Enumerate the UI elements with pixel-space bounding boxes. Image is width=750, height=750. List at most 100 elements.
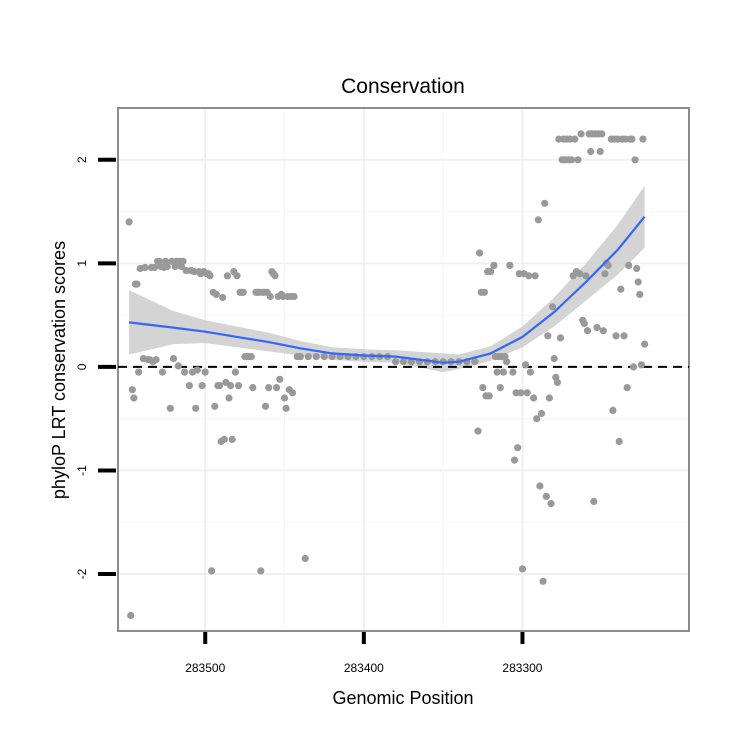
data-point (233, 272, 241, 280)
data-point (568, 156, 576, 164)
data-point (174, 362, 182, 370)
data-point (533, 415, 541, 423)
data-point (631, 156, 639, 164)
data-point (485, 392, 493, 400)
data-point (525, 272, 533, 280)
data-point (152, 356, 160, 364)
data-point (201, 368, 209, 376)
y-tick-label: -1 (75, 465, 89, 476)
data-point (304, 353, 312, 361)
data-point (328, 353, 336, 361)
data-point (239, 288, 247, 296)
data-point (125, 218, 133, 226)
data-point (208, 567, 216, 575)
x-tick-label: 283300 (502, 661, 542, 675)
data-point (576, 270, 584, 278)
data-point (227, 382, 235, 390)
data-point (312, 353, 320, 361)
data-point (476, 249, 484, 257)
chart-title: Conservation (341, 75, 465, 98)
data-point (596, 147, 604, 156)
data-point (288, 389, 297, 397)
y-tick-label: -2 (75, 568, 89, 579)
data-point (493, 368, 501, 376)
data-point (206, 272, 214, 280)
data-point (392, 358, 400, 366)
data-point (150, 263, 159, 272)
data-point (506, 261, 514, 269)
data-point (228, 435, 236, 443)
data-point (127, 611, 135, 620)
data-point (290, 292, 298, 301)
data-point (625, 261, 633, 269)
data-point (550, 355, 558, 363)
data-point (612, 332, 620, 340)
data-point (571, 135, 579, 143)
data-point (545, 394, 554, 402)
data-point (296, 353, 304, 361)
data-point (179, 257, 187, 265)
data-point (514, 444, 522, 452)
data-point (135, 368, 143, 376)
data-point (522, 361, 530, 369)
trend-line (128, 216, 646, 364)
data-point (399, 358, 408, 366)
data-point (480, 288, 488, 296)
data-point (534, 216, 542, 224)
data-point (587, 147, 595, 156)
data-point (225, 394, 233, 402)
data-point (539, 577, 547, 585)
data-point (185, 382, 193, 390)
data-point (273, 384, 281, 392)
data-point (542, 492, 550, 500)
x-tick-label: 283400 (344, 661, 384, 675)
data-point (257, 567, 265, 575)
data-point (211, 402, 219, 410)
data-point (198, 382, 206, 390)
data-point (130, 394, 138, 402)
data-point (231, 368, 239, 376)
data-point (549, 303, 557, 311)
data-point (577, 130, 585, 138)
data-point (479, 384, 487, 392)
data-point (280, 394, 289, 402)
data-point (265, 384, 273, 392)
y-tick-label: 0 (75, 363, 89, 370)
data-point (271, 272, 279, 280)
data-point (490, 261, 498, 269)
data-point (261, 402, 270, 410)
data-point (599, 327, 607, 335)
data-point (556, 334, 565, 342)
data-point (510, 456, 519, 464)
y-tick-label: 1 (75, 260, 89, 267)
data-point (623, 384, 631, 392)
data-point (598, 130, 606, 138)
data-point (266, 292, 274, 301)
data-point (301, 554, 309, 563)
data-point (637, 361, 646, 369)
data-point (181, 368, 189, 376)
data-point (536, 482, 544, 490)
data-point (249, 384, 257, 392)
data-point (212, 290, 220, 298)
data-point (604, 261, 612, 269)
data-point (609, 406, 617, 414)
data-point (499, 368, 507, 376)
data-point (523, 389, 531, 397)
data-point (590, 497, 598, 506)
points-layer (125, 130, 649, 620)
data-point (158, 368, 166, 376)
data-point (537, 409, 546, 418)
trend-layer (128, 216, 646, 364)
data-point (128, 386, 136, 394)
data-point (615, 437, 623, 446)
data-point (215, 382, 224, 390)
data-point (531, 272, 539, 280)
data-point (620, 332, 628, 340)
data-point (526, 368, 535, 376)
data-point (617, 285, 625, 293)
data-point (320, 353, 328, 361)
data-point (503, 358, 511, 366)
data-point (547, 500, 555, 508)
data-point (580, 319, 588, 327)
